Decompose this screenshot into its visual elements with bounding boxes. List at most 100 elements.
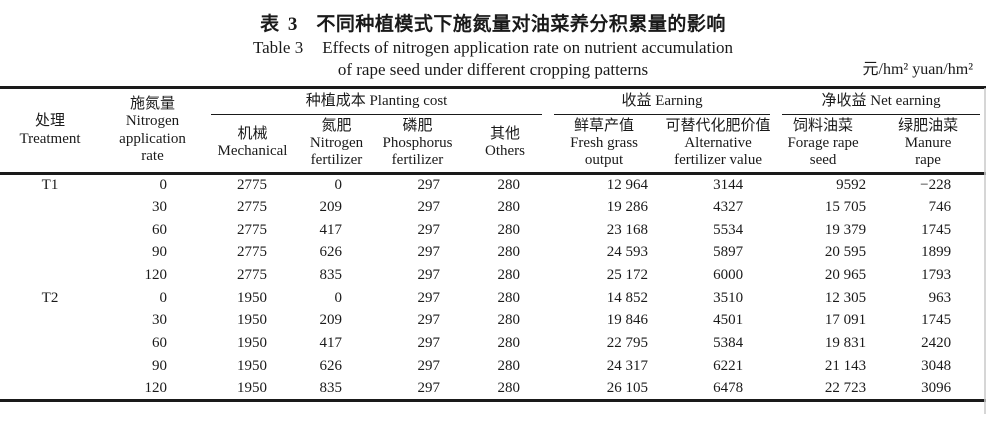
col-header-treatment: 处理 Treatment: [0, 87, 100, 175]
value-cell: 5534: [713, 221, 744, 238]
value-cell: 626: [319, 357, 343, 374]
value-cell: 90: [152, 244, 167, 261]
value-cell: 297: [417, 221, 441, 238]
value-cell: 626: [319, 244, 343, 261]
value-cell: 4327: [713, 199, 744, 216]
value-cell: 280: [497, 177, 521, 194]
value-cell: 23 168: [606, 221, 649, 238]
group-header-planting-cost-label: 种植成本 Planting cost: [211, 93, 543, 115]
col-header-nitrogen-rate: 施氮量 Nitrogen application rate: [100, 87, 205, 175]
value-cell: 3096: [921, 379, 952, 396]
value-cell: 280: [497, 244, 521, 261]
treatment-cell: T1: [41, 177, 59, 194]
data-table: 处理 Treatment 施氮量 Nitrogen application ra…: [0, 86, 986, 402]
value-cell: 6478: [713, 379, 744, 396]
treatment-cell: [0, 264, 100, 287]
treatment-cell: [0, 355, 100, 378]
table-row: 60 1950 417 297 280 22 795 5384 19 831 2420: [0, 332, 986, 355]
value-cell: 24 593: [606, 244, 649, 261]
value-cell: 417: [319, 335, 343, 352]
value-cell: 280: [497, 289, 521, 306]
value-cell: 17 091: [824, 312, 867, 329]
table-body: T1 0 2775 0 297 280 12 964 3144 9592 −228 30 2775 20…: [0, 174, 986, 401]
value-cell: 297: [417, 267, 441, 284]
value-cell: 20 965: [824, 267, 867, 284]
value-cell: 1950: [237, 289, 267, 306]
value-cell: 280: [497, 221, 521, 238]
value-cell: 1793: [921, 267, 952, 284]
table-title-zh-text: 不同种植模式下施氮量对油菜养分积累量的影响: [316, 14, 726, 35]
value-cell: 2775: [237, 199, 267, 216]
value-cell: 2775: [237, 177, 267, 194]
value-cell: 280: [497, 199, 521, 216]
value-cell: 297: [417, 335, 441, 352]
table-title-en-line2: of rape seed under different cropping pa…: [337, 60, 649, 79]
value-cell: 6000: [713, 267, 744, 284]
col-header-mechanical: 机械 Mechanical: [205, 114, 300, 175]
value-cell: 2420: [921, 335, 952, 352]
value-cell: 2775: [237, 221, 267, 238]
value-cell: 1745: [921, 221, 952, 238]
value-cell: 30: [152, 312, 167, 329]
value-cell: 209: [319, 312, 343, 329]
group-header-net-earning: 净收益 Net earning: [776, 88, 986, 115]
col-header-others: 其他 Others: [462, 114, 549, 175]
value-cell: 120: [144, 379, 168, 396]
table-row: 120 1950 835 297 280 26 105 6478 22 723 3096: [0, 378, 986, 401]
value-cell: 0: [334, 289, 343, 306]
value-cell: 417: [319, 221, 343, 238]
value-cell: 3144: [713, 177, 744, 194]
header-group-row: 处理 Treatment 施氮量 Nitrogen application ra…: [0, 87, 986, 175]
value-cell: 746: [928, 199, 952, 216]
value-cell: 1950: [237, 379, 267, 396]
value-cell: 297: [417, 379, 441, 396]
table-row: 60 2775 417 297 280 23 168 5534 19 379 1745: [0, 219, 986, 242]
value-cell: 19 379: [824, 221, 867, 238]
treatment-cell: [0, 310, 100, 333]
value-cell: 835: [319, 379, 343, 396]
value-cell: 15 705: [824, 199, 867, 216]
value-cell: 120: [144, 267, 168, 284]
treatment-cell: [0, 378, 100, 401]
scan-edge-artifact: [984, 88, 986, 414]
value-cell: 12 305: [824, 289, 867, 306]
value-cell: 19 846: [606, 312, 649, 329]
table-title-en-line1: Table 3 Effects of nitrogen application r…: [0, 38, 986, 58]
value-cell: 1950: [237, 357, 267, 374]
value-cell: 280: [497, 357, 521, 374]
value-cell: 26 105: [606, 379, 649, 396]
value-cell: 297: [417, 312, 441, 329]
table-number-zh: 表 3: [260, 14, 300, 35]
value-cell: 280: [497, 267, 521, 284]
value-cell: 1950: [237, 335, 267, 352]
value-cell: 1899: [921, 244, 952, 261]
value-cell: 280: [497, 335, 521, 352]
value-cell: 60: [152, 221, 167, 238]
value-cell: 5384: [713, 335, 744, 352]
value-cell: −228: [920, 177, 952, 194]
table-row: 90 2775 626 297 280 24 593 5897 20 595 1899: [0, 242, 986, 265]
value-cell: 2775: [237, 244, 267, 261]
group-header-planting-cost: 种植成本 Planting cost: [205, 88, 548, 115]
value-cell: 0: [159, 177, 168, 194]
value-cell: 21 143: [824, 357, 867, 374]
value-cell: 4501: [713, 312, 744, 329]
value-cell: 9592: [836, 177, 867, 194]
value-cell: 1745: [921, 312, 952, 329]
value-cell: 280: [497, 312, 521, 329]
value-cell: 835: [319, 267, 343, 284]
group-header-earning-label: 收益 Earning: [554, 93, 771, 115]
value-cell: 297: [417, 199, 441, 216]
table-row: T1 0 2775 0 297 280 12 964 3144 9592 −228: [0, 174, 986, 197]
value-cell: 3048: [921, 357, 952, 374]
col-header-alternative-fertilizer-value: 可替代化肥价值 Alternative fertilizer value: [660, 114, 777, 175]
value-cell: 19 831: [824, 335, 867, 352]
table-row: T2 0 1950 0 297 280 14 852 3510 12 305 963: [0, 287, 986, 310]
value-cell: 14 852: [606, 289, 649, 306]
value-cell: 90: [152, 357, 167, 374]
treatment-cell: [0, 219, 100, 242]
value-cell: 297: [417, 357, 441, 374]
table-number-en: Table 3: [252, 38, 304, 57]
group-header-earning: 收益 Earning: [548, 88, 776, 115]
